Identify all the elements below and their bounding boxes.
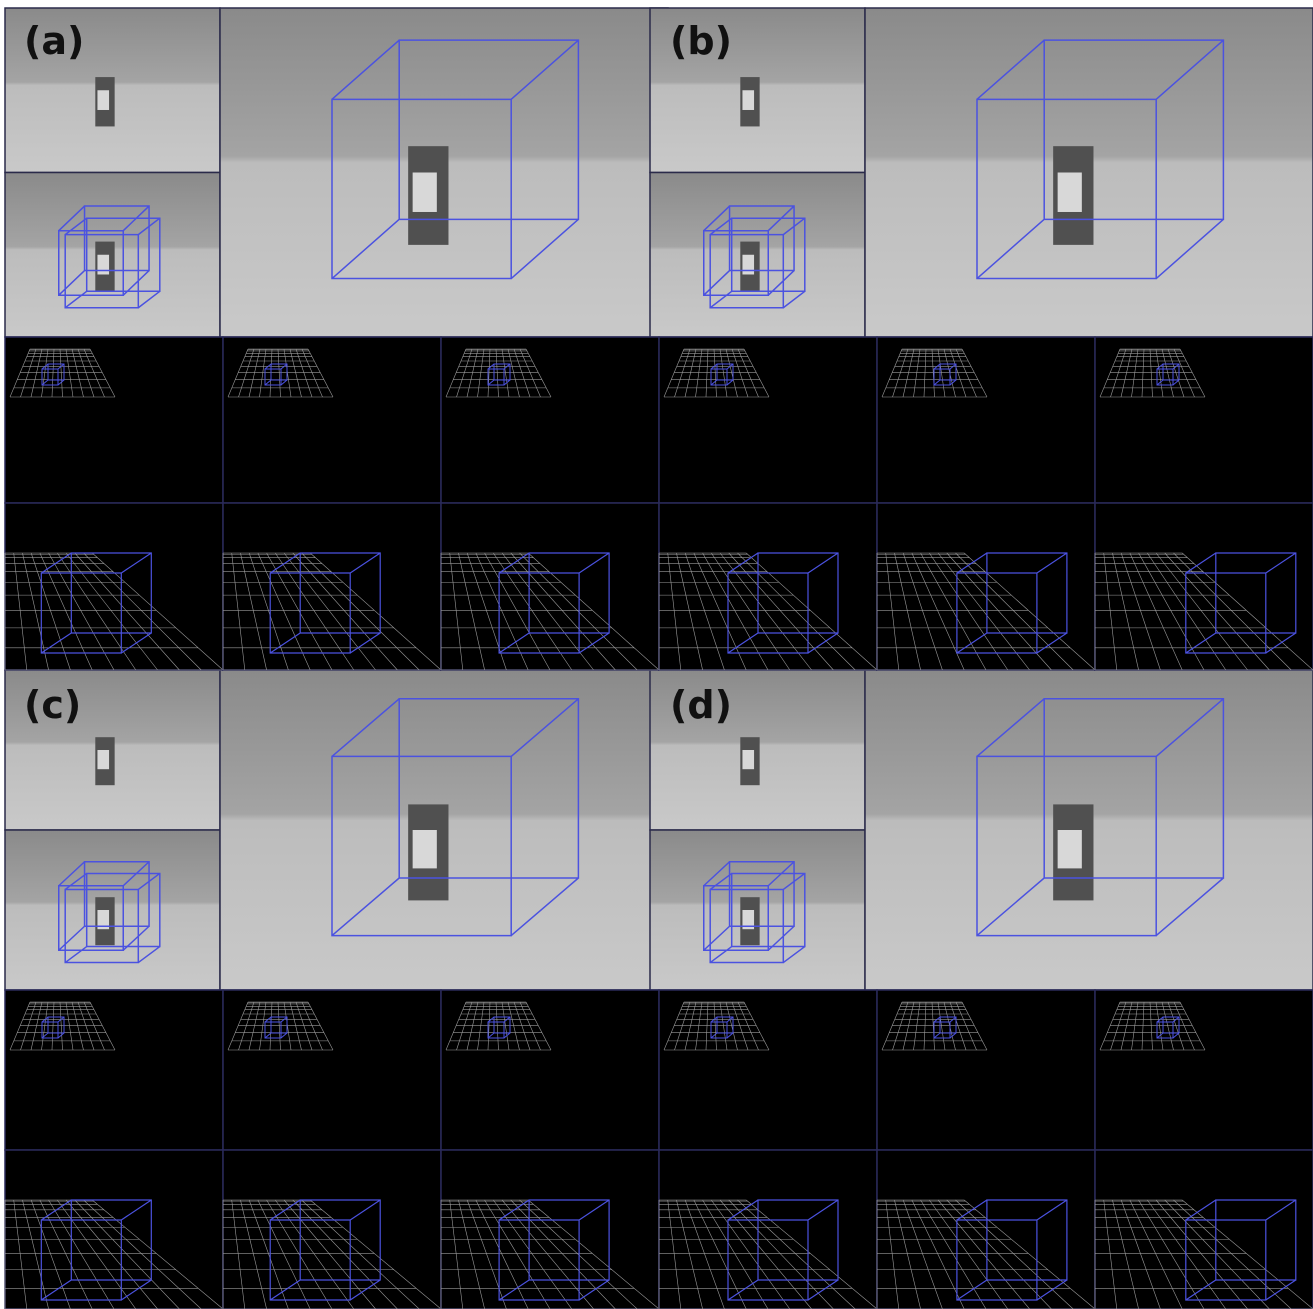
render bbox=[5, 503, 223, 670]
carton-label bbox=[97, 750, 109, 769]
carton-label bbox=[1058, 830, 1082, 868]
carton-label bbox=[742, 255, 754, 275]
render bbox=[877, 503, 1095, 670]
carton-label bbox=[742, 90, 754, 110]
render bbox=[877, 337, 1095, 503]
render bbox=[659, 1150, 877, 1309]
carton-label bbox=[742, 750, 754, 769]
page: (a) (b) (c) (d) (() => { const data = JS… bbox=[0, 0, 1313, 1309]
render bbox=[223, 337, 441, 503]
carton-label bbox=[413, 830, 437, 868]
render bbox=[1095, 1150, 1313, 1309]
figure: (a) (b) (c) (d) bbox=[0, 0, 1313, 1309]
render bbox=[441, 1150, 659, 1309]
render bbox=[223, 1150, 441, 1309]
carton-label bbox=[1058, 173, 1082, 212]
panel-label: (a) bbox=[24, 19, 84, 63]
render bbox=[223, 503, 441, 670]
render bbox=[659, 503, 877, 670]
render bbox=[1095, 503, 1313, 670]
carton-label bbox=[97, 255, 109, 275]
carton-label bbox=[413, 173, 437, 212]
render bbox=[1095, 337, 1313, 503]
render bbox=[659, 337, 877, 503]
render bbox=[441, 503, 659, 670]
carton-label bbox=[97, 90, 109, 110]
render bbox=[5, 1150, 223, 1309]
render bbox=[877, 1150, 1095, 1309]
render bbox=[441, 337, 659, 503]
render bbox=[5, 337, 223, 503]
panel-label: (d) bbox=[670, 683, 732, 727]
panels bbox=[5, 8, 1313, 1309]
panel-label: (b) bbox=[670, 19, 732, 63]
panel-label: (c) bbox=[24, 683, 81, 727]
